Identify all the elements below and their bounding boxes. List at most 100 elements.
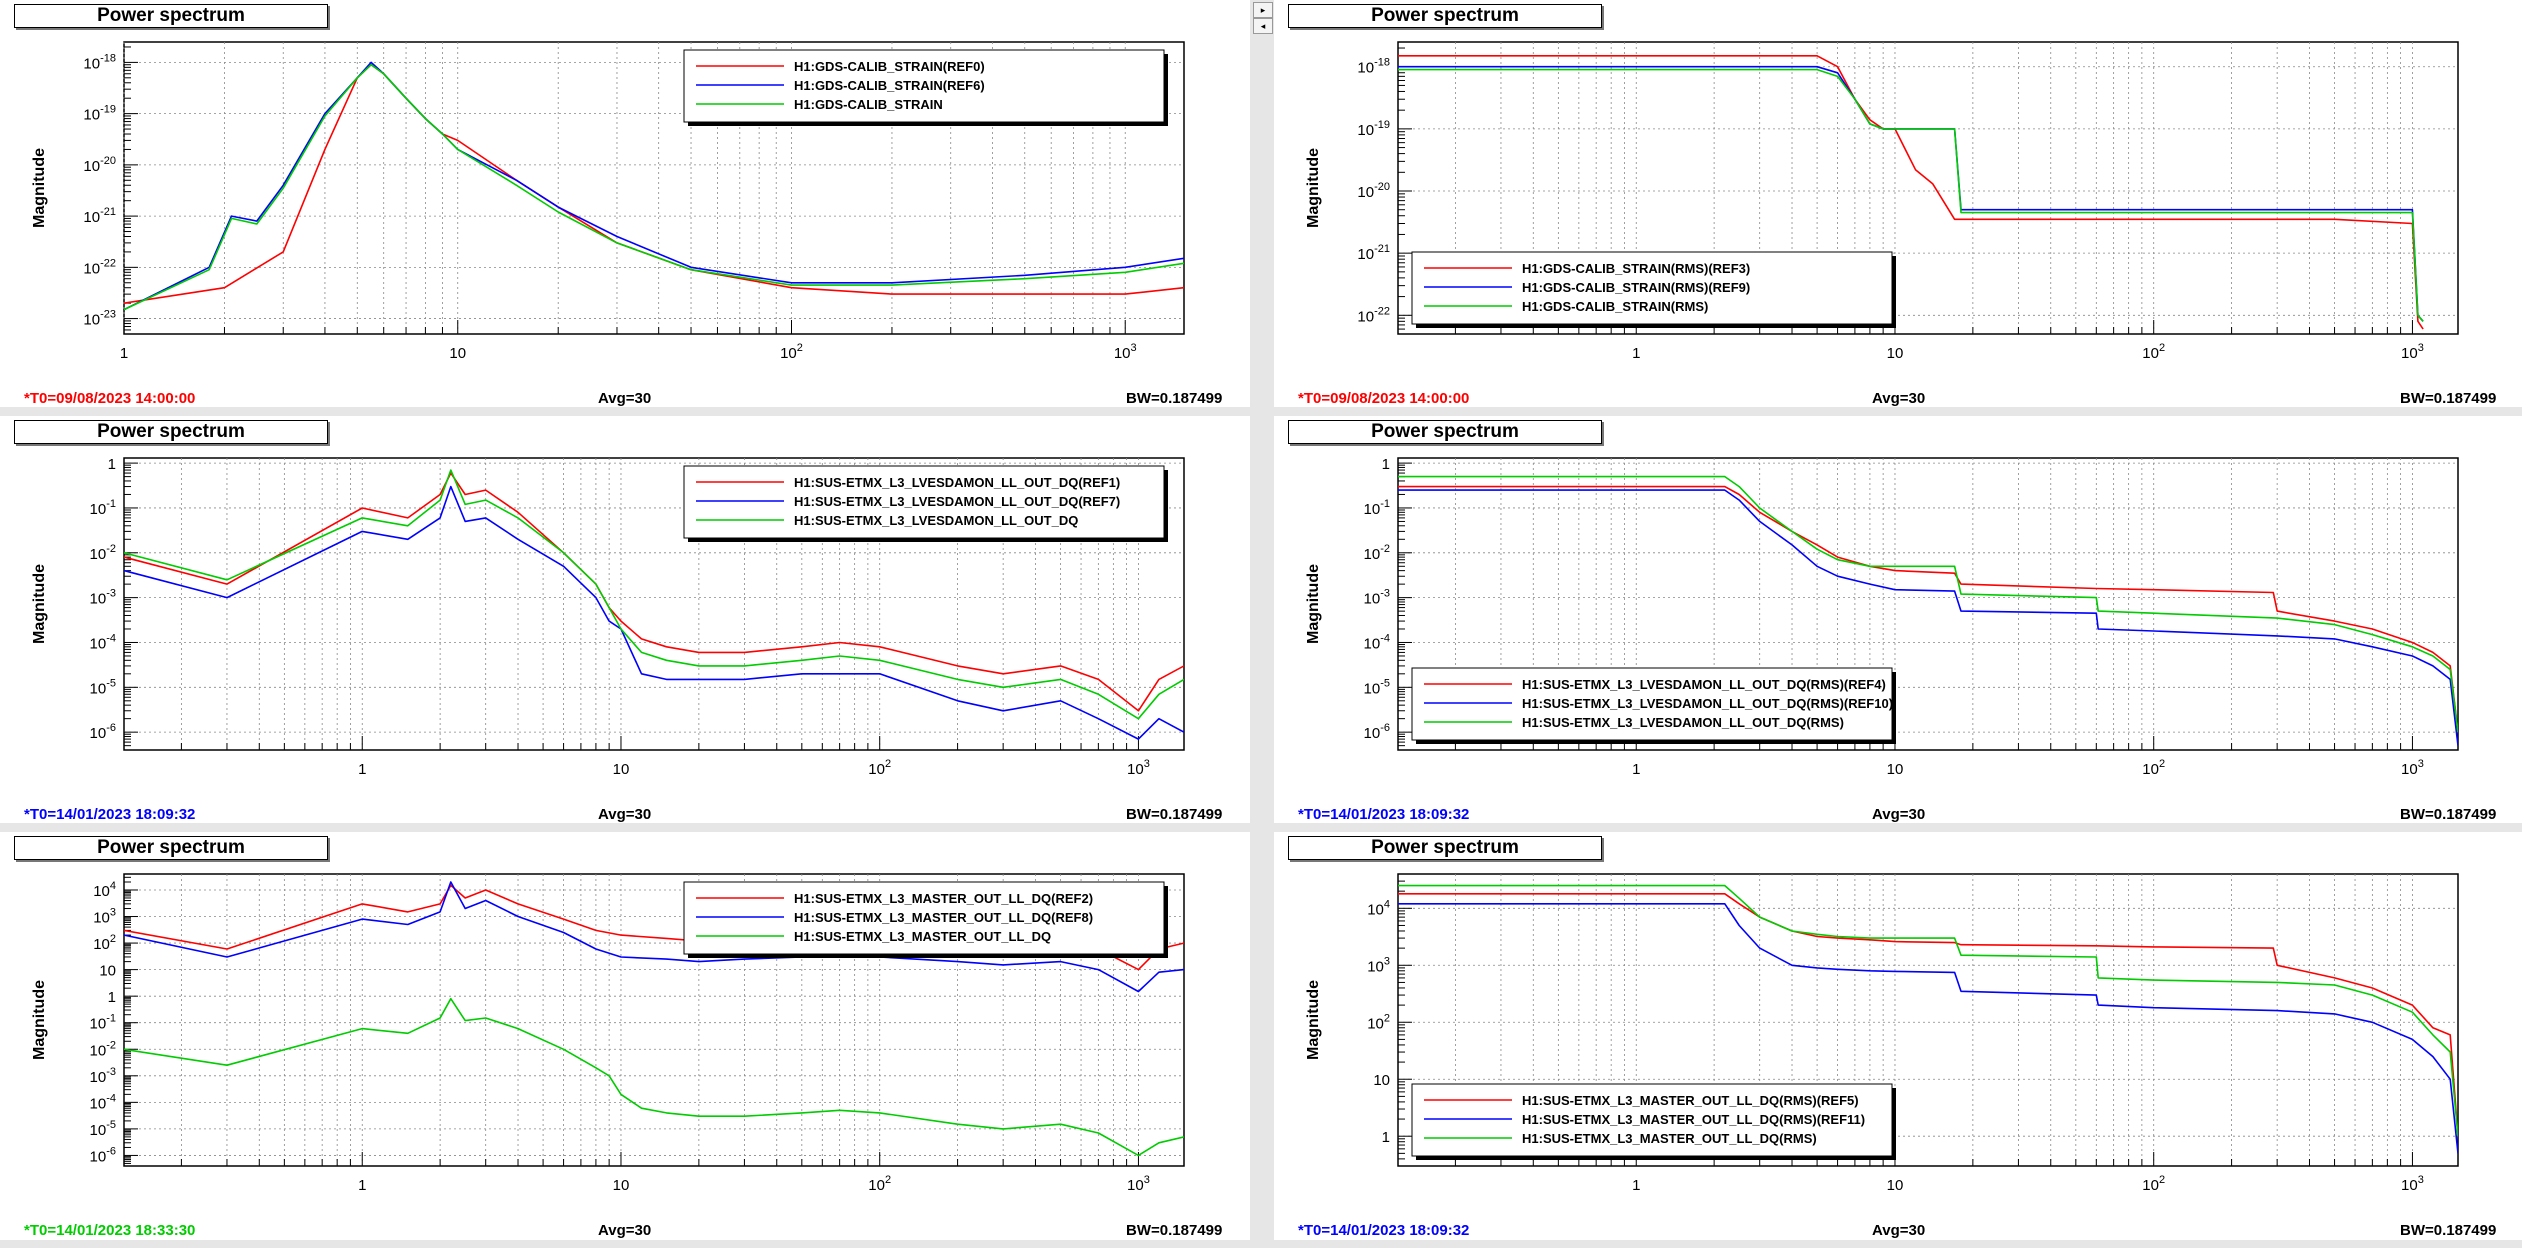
bandwidth-value: BW=0.187499 — [1126, 1222, 1223, 1239]
y-tick-label: 10-5 — [1364, 677, 1390, 697]
legend: H1:SUS-ETMX_L3_LVESDAMON_LL_OUT_DQ(RMS)(… — [1411, 667, 1896, 744]
horizontal-splitter — [0, 407, 2522, 417]
y-tick-label: 10-22 — [83, 257, 116, 277]
y-axis-label: Magnitude — [31, 980, 48, 1060]
legend-entry: H1:SUS-ETMX_L3_LVESDAMON_LL_OUT_DQ(RMS)(… — [1522, 696, 1893, 711]
panel-title[interactable]: Power spectrum — [1288, 836, 1602, 860]
y-tick-label: 10-4 — [90, 1092, 116, 1112]
x-tick-label: 1 — [1632, 1177, 1640, 1194]
power-spectrum-panel: Power spectrum 1 10 102 103 10-6 10-5 10-4 10-3 1… — [0, 416, 1250, 823]
x-tick-label: 1 — [120, 345, 128, 362]
power-spectrum-panel: Power spectrum 1 10 102 103 10-22 10-21 10-20 10… — [1274, 0, 2522, 407]
bandwidth-value: BW=0.187499 — [1126, 806, 1223, 823]
y-tick-label: 10-4 — [90, 632, 116, 652]
y-tick-label: 10-1 — [90, 498, 116, 518]
y-tick-label: 1 — [108, 989, 116, 1006]
series-line — [124, 485, 1184, 740]
series-line — [1398, 68, 2424, 322]
x-tick-label: 10 — [1887, 345, 1904, 362]
t0-timestamp: *T0=09/08/2023 14:00:00 — [24, 390, 196, 407]
t0-timestamp: *T0=14/01/2023 18:09:32 — [24, 806, 196, 823]
legend-entry: H1:SUS-ETMX_L3_LVESDAMON_LL_OUT_DQ(RMS) — [1522, 715, 1844, 730]
scroll-arrow-right-icon[interactable]: ▸ — [1253, 2, 1273, 18]
x-tick-label: 103 — [2401, 342, 2424, 362]
legend-box — [1411, 251, 1893, 325]
y-tick-label: 10-6 — [90, 722, 116, 742]
y-axis-label: Magnitude — [31, 148, 48, 228]
x-tick-label: 1 — [1632, 761, 1640, 778]
series-line — [124, 63, 1184, 304]
x-tick-label: 103 — [1114, 342, 1137, 362]
grid — [124, 458, 1184, 750]
y-tick-label: 10-3 — [1364, 588, 1390, 608]
bandwidth-value: BW=0.187499 — [2400, 390, 2497, 407]
y-tick-label: 104 — [93, 880, 116, 900]
y-tick-label: 10-3 — [90, 1066, 116, 1086]
y-tick-label: 10-19 — [1357, 119, 1390, 139]
y-tick-label: 10-2 — [90, 1039, 116, 1059]
grid — [1398, 874, 2458, 1166]
y-tick-label: 102 — [93, 933, 116, 953]
x-tick-label: 103 — [2401, 1174, 2424, 1194]
legend-entry: H1:GDS-CALIB_STRAIN(REF6) — [794, 78, 985, 93]
average-count: Avg=30 — [1872, 806, 1926, 823]
y-tick-label: 10-2 — [1364, 543, 1390, 563]
scroll-arrow-left-icon[interactable]: ◂ — [1253, 18, 1273, 34]
legend-entry: H1:SUS-ETMX_L3_MASTER_OUT_LL_DQ(RMS)(REF… — [1522, 1112, 1865, 1127]
legend-entry: H1:GDS-CALIB_STRAIN(RMS)(REF3) — [1522, 261, 1750, 276]
vertical-splitter[interactable] — [1250, 0, 1274, 1248]
panel-title[interactable]: Power spectrum — [1288, 420, 1602, 444]
y-tick-label: 10-1 — [90, 1013, 116, 1033]
power-spectrum-panel: Power spectrum 1 10 102 103 10-6 10-5 10-4 10-3 1… — [0, 832, 1250, 1240]
y-tick-label: 10-4 — [1364, 632, 1390, 652]
x-tick-label: 10 — [1887, 761, 1904, 778]
panel-title[interactable]: Power spectrum — [14, 420, 328, 444]
y-tick-label: 10-22 — [1357, 305, 1390, 325]
legend: H1:GDS-CALIB_STRAIN(RMS)(REF3) H1:GDS-CAL… — [1411, 251, 1896, 328]
x-tick-label: 103 — [1127, 758, 1150, 778]
power-spectrum-panel: Power spectrum 1 10 102 103 10-6 10-5 10-4 10-3 1… — [1274, 416, 2522, 823]
panel-title[interactable]: Power spectrum — [14, 4, 328, 28]
series-line — [124, 63, 1184, 311]
legend-entry: H1:SUS-ETMX_L3_MASTER_OUT_LL_DQ(RMS) — [1522, 1131, 1817, 1146]
x-tick-label: 1 — [358, 761, 366, 778]
spectrum-chart[interactable]: 11010210310-610-510-410-310-210-11Freque… — [1274, 416, 2522, 784]
grid — [124, 874, 1184, 1166]
bandwidth-value: BW=0.187499 — [1126, 390, 1223, 407]
legend-entry: H1:SUS-ETMX_L3_MASTER_OUT_LL_DQ(REF2) — [794, 891, 1093, 906]
y-axis-label: Magnitude — [1305, 148, 1322, 228]
legend: H1:GDS-CALIB_STRAIN(REF0) H1:GDS-CALIB_ST… — [683, 49, 1168, 126]
panel-title[interactable]: Power spectrum — [1288, 4, 1602, 28]
power-spectrum-panel: Power spectrum110102103110102103104Frequ… — [1274, 832, 2522, 1240]
spectrum-chart[interactable]: 11010210310-2310-2210-2110-2010-1910-18F… — [0, 0, 1250, 368]
x-tick-label: 10 — [613, 761, 630, 778]
average-count: Avg=30 — [598, 1222, 652, 1239]
spectrum-chart[interactable]: 110102103110102103104Frequency (Hz)Magni… — [1274, 832, 2522, 1200]
x-tick-label: 102 — [2142, 758, 2165, 778]
average-count: Avg=30 — [1872, 1222, 1926, 1239]
legend-box — [683, 465, 1165, 539]
series-line — [1398, 485, 2458, 733]
series-line — [1398, 903, 2458, 1154]
spectrum-chart[interactable]: 11010210310-2210-2110-2010-1910-18Freque… — [1274, 0, 2522, 368]
x-tick-label: 103 — [2401, 758, 2424, 778]
average-count: Avg=30 — [1872, 390, 1926, 407]
spectrum-chart[interactable]: 1 10 102 103 10-6 10-5 10-4 10-3 10-2 10-1 1 10 102 1… — [0, 832, 1250, 1200]
x-tick-label: 102 — [868, 1174, 891, 1194]
y-tick-label: 10-2 — [90, 543, 116, 563]
y-tick-label: 10-19 — [83, 104, 116, 124]
y-tick-label: 10-21 — [1357, 243, 1390, 263]
y-axis-label: Magnitude — [1305, 980, 1322, 1060]
y-tick-label: 10-20 — [1357, 181, 1390, 201]
y-tick-label: 10-21 — [83, 206, 116, 226]
panel-title[interactable]: Power spectrum — [14, 836, 328, 860]
t0-timestamp: *T0=14/01/2023 18:09:32 — [1298, 806, 1470, 823]
legend-entry: H1:GDS-CALIB_STRAIN — [794, 97, 943, 112]
spectrum-chart[interactable]: 11010210310-610-510-410-310-210-11Freque… — [0, 416, 1250, 784]
x-tick-label: 102 — [868, 758, 891, 778]
y-tick-label: 104 — [1367, 898, 1390, 918]
legend-entry: H1:SUS-ETMX_L3_MASTER_OUT_LL_DQ(REF8) — [794, 910, 1093, 925]
x-tick-label: 102 — [2142, 1174, 2165, 1194]
y-tick-label: 103 — [1367, 955, 1390, 975]
y-tick-label: 10-5 — [90, 1119, 116, 1139]
